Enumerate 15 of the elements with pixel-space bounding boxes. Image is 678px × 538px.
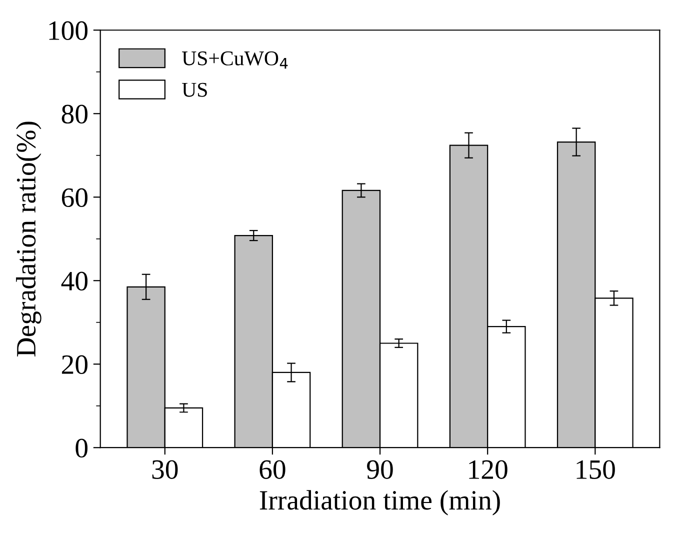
y-tick-label: 80	[62, 104, 88, 124]
x-tick-label: 90	[367, 460, 393, 479]
y-axis-title: Degradation ratio(%)	[16, 122, 42, 356]
y-tick-label: 20	[62, 355, 88, 374]
x-tick-label: 30	[152, 460, 178, 479]
y-tick-label: 40	[61, 272, 88, 291]
x-tick-label: 120	[469, 460, 508, 479]
x-tick-label: 150	[576, 460, 615, 479]
legend-label: US	[182, 82, 207, 97]
y-tick-label: 60	[62, 188, 88, 208]
y-tick-label: 0	[76, 438, 88, 458]
y-tick-label: 100	[49, 21, 88, 40]
x-axis-title: Irradiation time (min)	[260, 490, 500, 516]
legend-label: US+CuWO$_{4}$	[182, 51, 288, 69]
x-tick-label: 60	[260, 460, 286, 479]
